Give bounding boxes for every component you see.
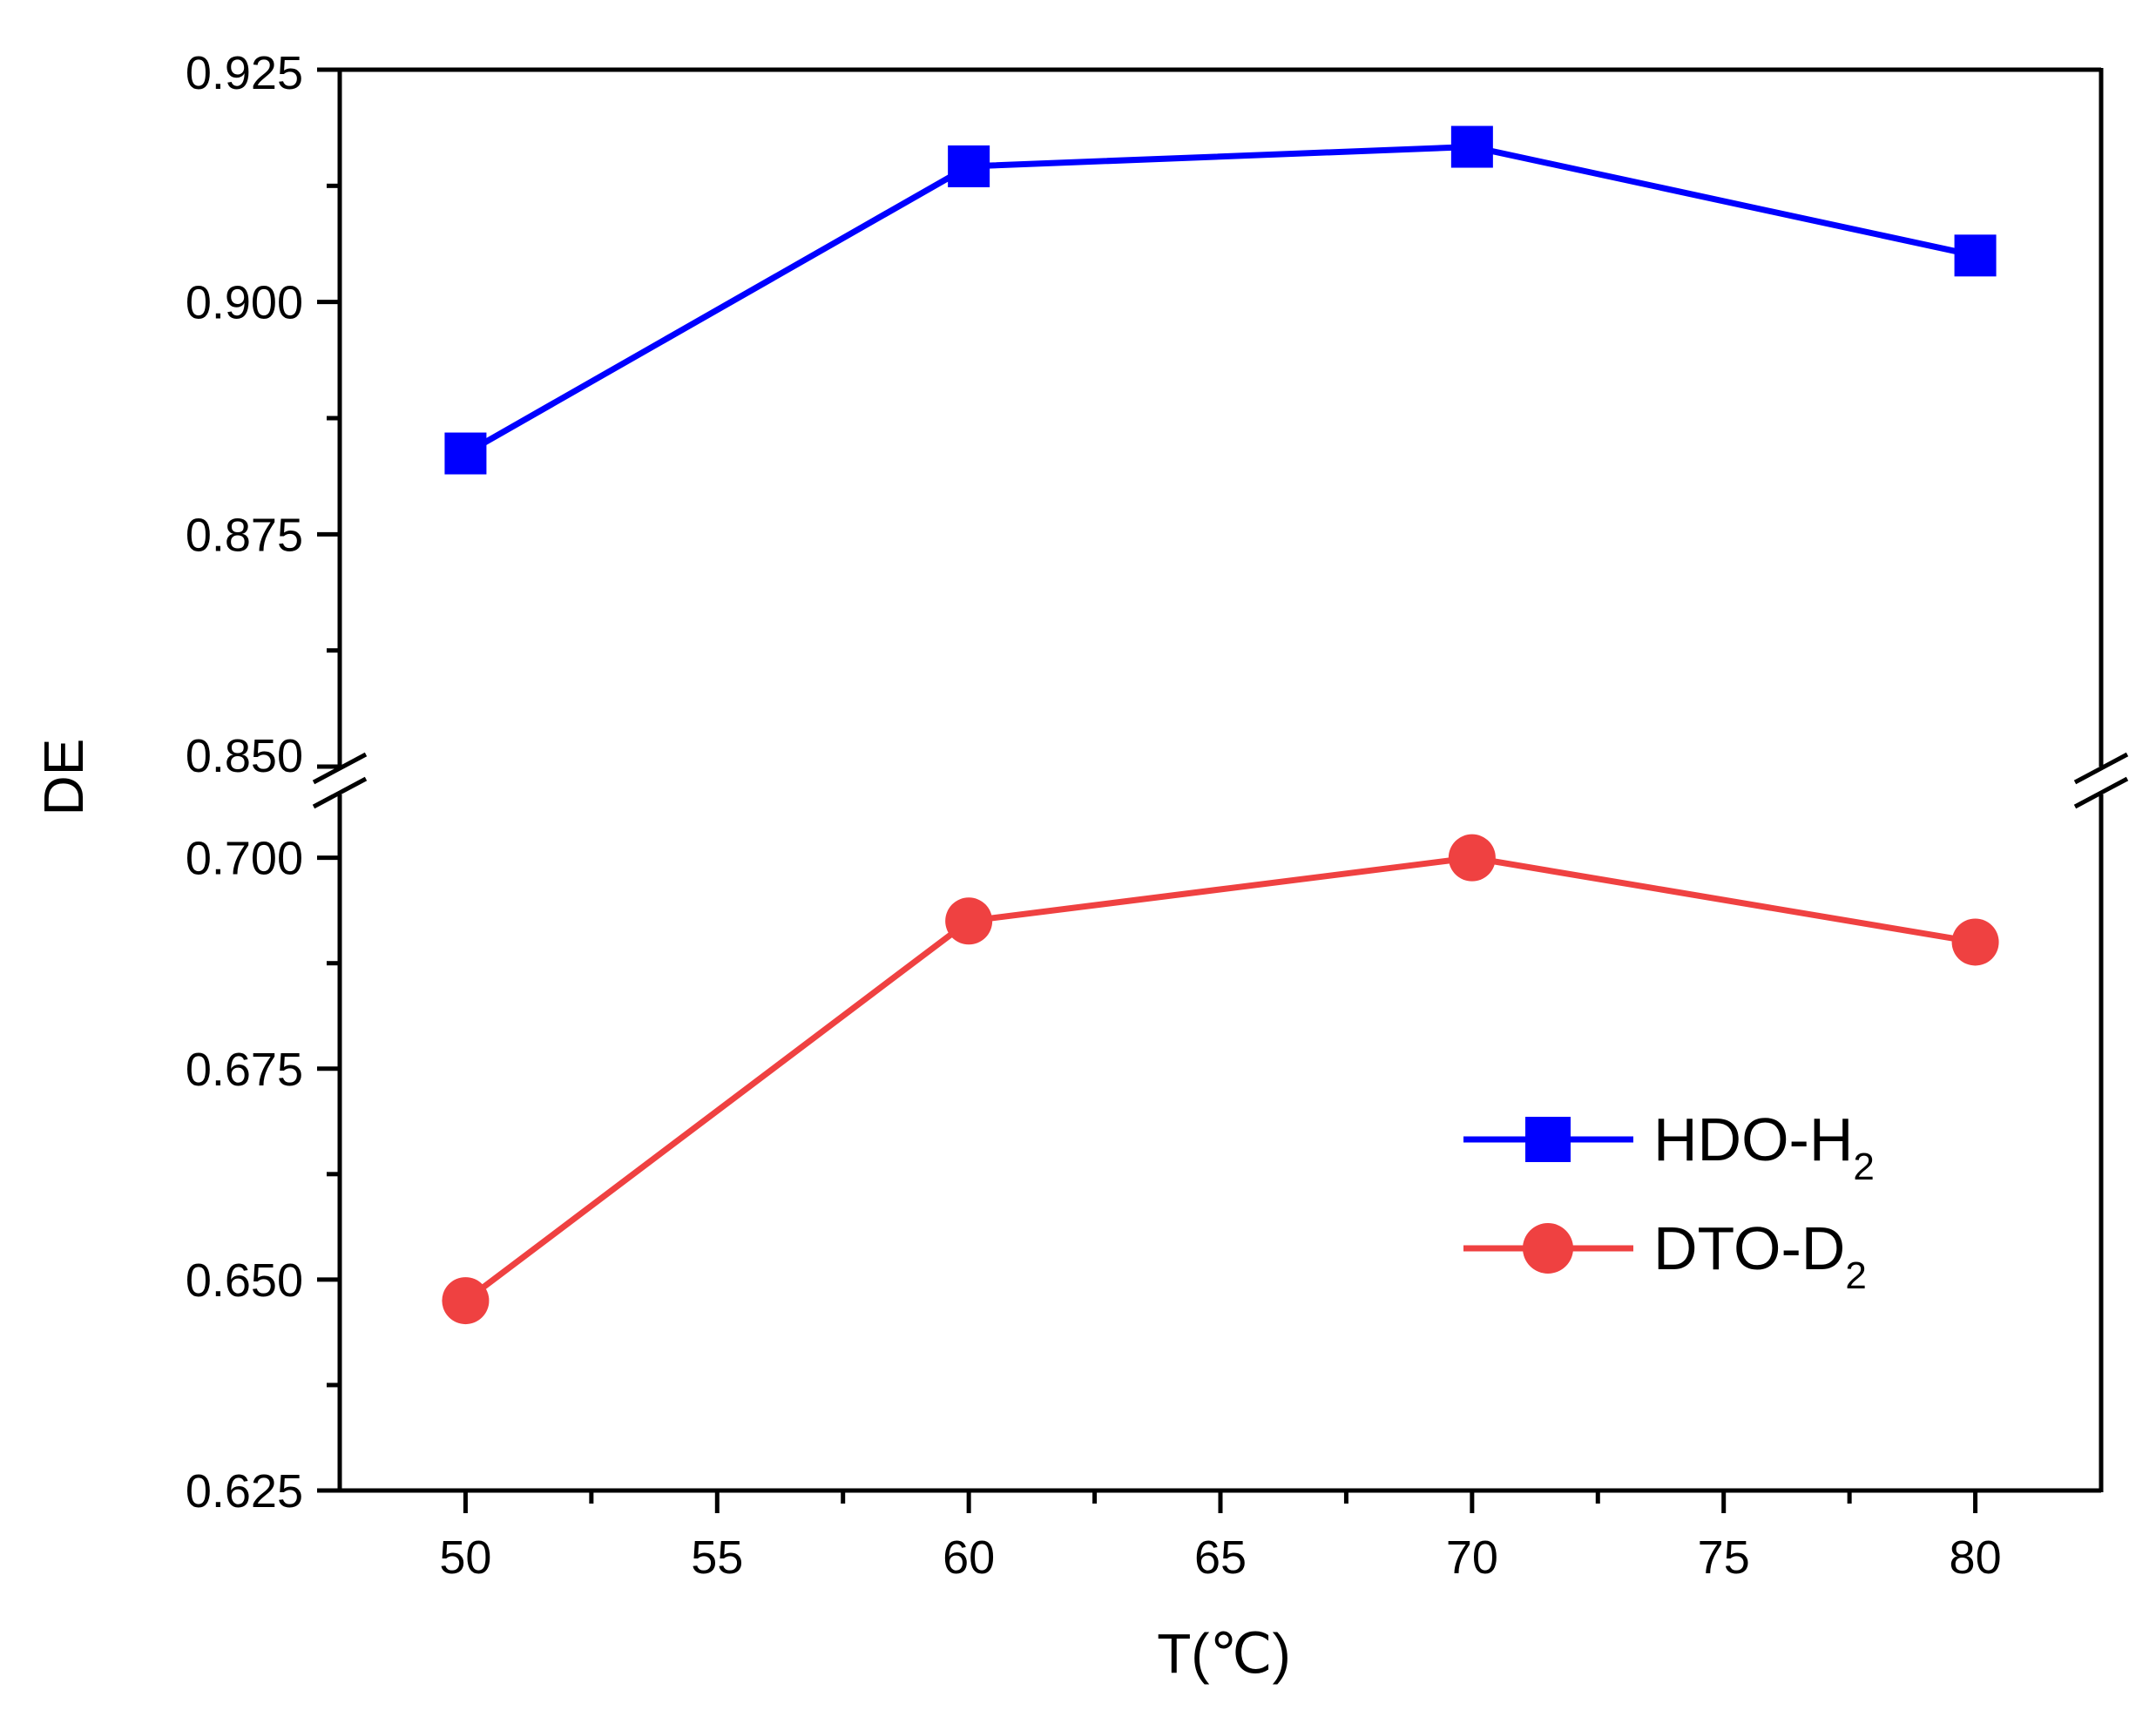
y-tick-label: 0.900 xyxy=(186,277,303,329)
x-tick-label: 55 xyxy=(691,1531,743,1584)
data-point-dto xyxy=(442,1277,490,1325)
series-line-hdo xyxy=(463,144,1977,456)
x-tick-label: 75 xyxy=(1698,1531,1750,1584)
data-point-hdo xyxy=(1450,125,1493,168)
legend-label-dto-main: DTO-D xyxy=(1653,1214,1845,1282)
x-tick-label: 65 xyxy=(1194,1531,1247,1584)
data-point-dto xyxy=(1448,834,1496,882)
y-tick-label: 0.875 xyxy=(186,509,303,561)
ticks-layer: 50 55 60 65 70 75 80 0.850 0.875 0.900 0.925 0.625 0… xyxy=(186,47,2002,1584)
series-line-dto xyxy=(463,855,1977,1303)
axis-break-mark-right-1 xyxy=(2073,752,2129,785)
data-point-hdo xyxy=(1954,234,1997,277)
data-point-dto xyxy=(945,897,993,945)
data-point-dto xyxy=(1951,918,1999,966)
axis-break-mark-right-2 xyxy=(2073,776,2129,809)
legend-label-dto-sub: 2 xyxy=(1845,1254,1866,1297)
x-tick-label: 50 xyxy=(439,1531,491,1584)
series-layer xyxy=(442,125,1999,1325)
y-axis-title: DE xyxy=(32,739,95,816)
y-tick-label: 0.700 xyxy=(186,833,303,885)
y-tick-label: 0.625 xyxy=(186,1465,303,1518)
y-tick-label: 0.850 xyxy=(186,730,303,782)
x-tick-label: 70 xyxy=(1446,1531,1498,1584)
legend-label-hdo-sub: 2 xyxy=(1853,1146,1874,1188)
data-point-hdo xyxy=(948,145,990,187)
axis-break-mark-left-2 xyxy=(312,776,368,809)
x-tick-label: 60 xyxy=(943,1531,995,1584)
legend-marker-hdo-square xyxy=(1525,1117,1571,1162)
legend-label-hdo: HDO-H2 xyxy=(1653,1105,1875,1188)
y-tick-label: 0.675 xyxy=(186,1044,303,1096)
y-tick-label: 0.925 xyxy=(186,47,303,99)
data-point-hdo xyxy=(444,432,487,475)
x-axis-title: T(℃) xyxy=(1157,1622,1291,1685)
y-tick-label: 0.650 xyxy=(186,1254,303,1307)
legend-label-hdo-main: HDO-H xyxy=(1653,1105,1853,1173)
legend-marker-dto-circle xyxy=(1523,1223,1573,1274)
legend-label-dto: DTO-D2 xyxy=(1653,1214,1867,1297)
legend: HDO-H2 DTO-D2 xyxy=(1463,1105,1875,1297)
x-tick-label: 80 xyxy=(1950,1531,2002,1584)
